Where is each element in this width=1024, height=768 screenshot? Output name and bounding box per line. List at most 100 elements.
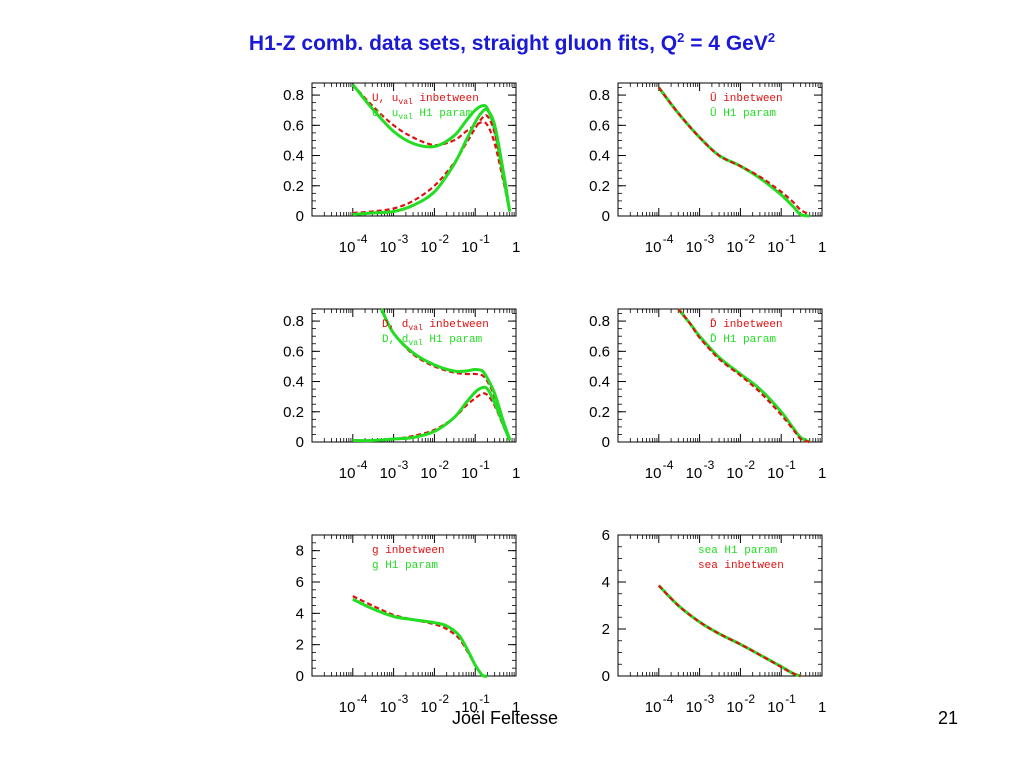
series-line-U-2 [352,113,511,215]
legend-entry: D̄ inbetween [710,318,783,331]
footer-author: Joël Feltesse [452,708,559,728]
x-tick-label: 1 [818,699,826,716]
series-line-g-1 [352,597,488,678]
x-tick-exponent: -3 [398,458,409,472]
legend-entry: sea H1 param [698,545,778,557]
x-tick-exponent: -1 [785,692,796,706]
x-tick-label: 10 [380,239,397,256]
y-tick-label: 0 [602,434,610,451]
legend-entry: g H1 param [372,560,438,572]
legend-entry: sea inbetween [698,560,784,572]
y-tick-label: 4 [602,574,610,591]
y-tick-label: 0.6 [589,117,610,134]
x-tick-label: 1 [818,239,826,256]
y-tick-label: 0.6 [283,343,304,360]
x-tick-label: 10 [726,239,743,256]
chart-panel-U: 10 -4 10 -3 10 -2 10 -1 100.20.40.60.8 U, uval in… [283,82,520,256]
x-tick-exponent: -3 [704,232,715,246]
title-sup-2: 2 [767,30,776,45]
plot-frame [617,308,823,443]
x-tick-exponent: -1 [479,692,490,706]
y-tick-label: 4 [296,605,304,622]
slide-title: H1-Z comb. data sets, straight gluon fit… [0,30,1024,56]
x-tick-label: 1 [512,239,520,256]
x-tick-label: 10 [767,239,784,256]
y-tick-label: 6 [602,527,610,544]
legend-entry: g inbetween [372,545,445,557]
chart-panel-Dbar: 10 -4 10 -3 10 -2 10 -1 100.20.40.60.8 D̄ inbetwe… [589,308,826,482]
y-tick-label: 2 [296,637,304,654]
y-tick-label: 0.4 [283,148,304,165]
y-tick-label: 0.6 [283,117,304,134]
legend-entry: Ū H1 param [710,107,776,120]
title-main: H1-Z comb. data sets, straight gluon fit… [248,32,678,55]
y-tick-label: 0.8 [283,313,304,330]
x-tick-exponent: -2 [744,232,755,246]
y-tick-label: 0 [296,434,304,451]
y-tick-label: 0.8 [589,313,610,330]
x-tick-exponent: -3 [704,458,715,472]
y-tick-label: 0.4 [589,148,610,165]
x-tick-label: 10 [686,465,703,482]
plot-frame [311,308,517,443]
x-tick-exponent: -1 [785,458,796,472]
series-line-Dbar-1 [677,308,811,444]
x-tick-label: 10 [420,239,437,256]
x-tick-exponent: -4 [357,692,368,706]
x-tick-label: 10 [726,699,743,716]
series-line-D-3 [352,385,512,443]
y-tick-label: 2 [602,621,610,638]
y-tick-label: 0.4 [589,374,610,391]
x-tick-label: 10 [461,239,478,256]
x-tick-label: 1 [818,465,826,482]
x-tick-exponent: -4 [663,692,674,706]
x-tick-exponent: -3 [704,692,715,706]
x-tick-exponent: -2 [438,458,449,472]
x-tick-label: 10 [420,465,437,482]
y-tick-label: 8 [296,543,304,560]
y-tick-label: 6 [296,574,304,591]
y-tick-label: 0.2 [589,178,610,195]
series-line-sea-0 [657,584,802,678]
legend-entry: D̄ H1 param [710,333,776,346]
legend-entry: U, uval H1 param [372,108,473,122]
series-line-U-3 [352,107,512,216]
plot-frame [311,82,517,217]
legend-entry: D, dval H1 param [382,334,483,348]
x-tick-label: 10 [645,699,662,716]
x-tick-exponent: -3 [398,692,409,706]
plot-frame [617,82,823,217]
y-tick-label: 0 [602,208,610,225]
chart-panel-D: 10 -4 10 -3 10 -2 10 -1 100.20.40.60.8 D, dval in… [283,308,520,482]
x-tick-label: 10 [726,465,743,482]
series-line-D-1 [379,308,512,440]
x-tick-label: 10 [767,465,784,482]
series-line-U-0 [351,83,511,212]
x-tick-exponent: -2 [438,232,449,246]
x-tick-label: 1 [512,465,520,482]
y-tick-label: 0.8 [283,87,304,104]
x-tick-exponent: -4 [357,232,368,246]
legend-entry: D, dval inbetween [382,319,489,333]
page-number: 21 [938,708,959,728]
x-tick-label: 1 [512,699,520,716]
x-tick-label: 10 [686,699,703,716]
x-tick-exponent: -4 [663,458,674,472]
x-tick-label: 10 [339,239,356,256]
series-line-sea-1 [657,584,802,678]
x-tick-exponent: -4 [357,458,368,472]
x-tick-label: 10 [420,699,437,716]
x-tick-exponent: -1 [479,458,490,472]
x-tick-exponent: -2 [744,458,755,472]
y-tick-label: 0.4 [283,374,304,391]
x-tick-label: 10 [767,699,784,716]
y-tick-label: 0 [602,668,610,685]
x-tick-exponent: -2 [438,692,449,706]
series-line-g-0 [352,595,488,678]
x-tick-exponent: -1 [785,232,796,246]
y-tick-label: 0.8 [589,87,610,104]
chart-panel-Ubar: 10 -4 10 -3 10 -2 10 -1 100.20.40.60.8 Ū inbetwe… [589,82,826,256]
x-tick-label: 10 [380,465,397,482]
